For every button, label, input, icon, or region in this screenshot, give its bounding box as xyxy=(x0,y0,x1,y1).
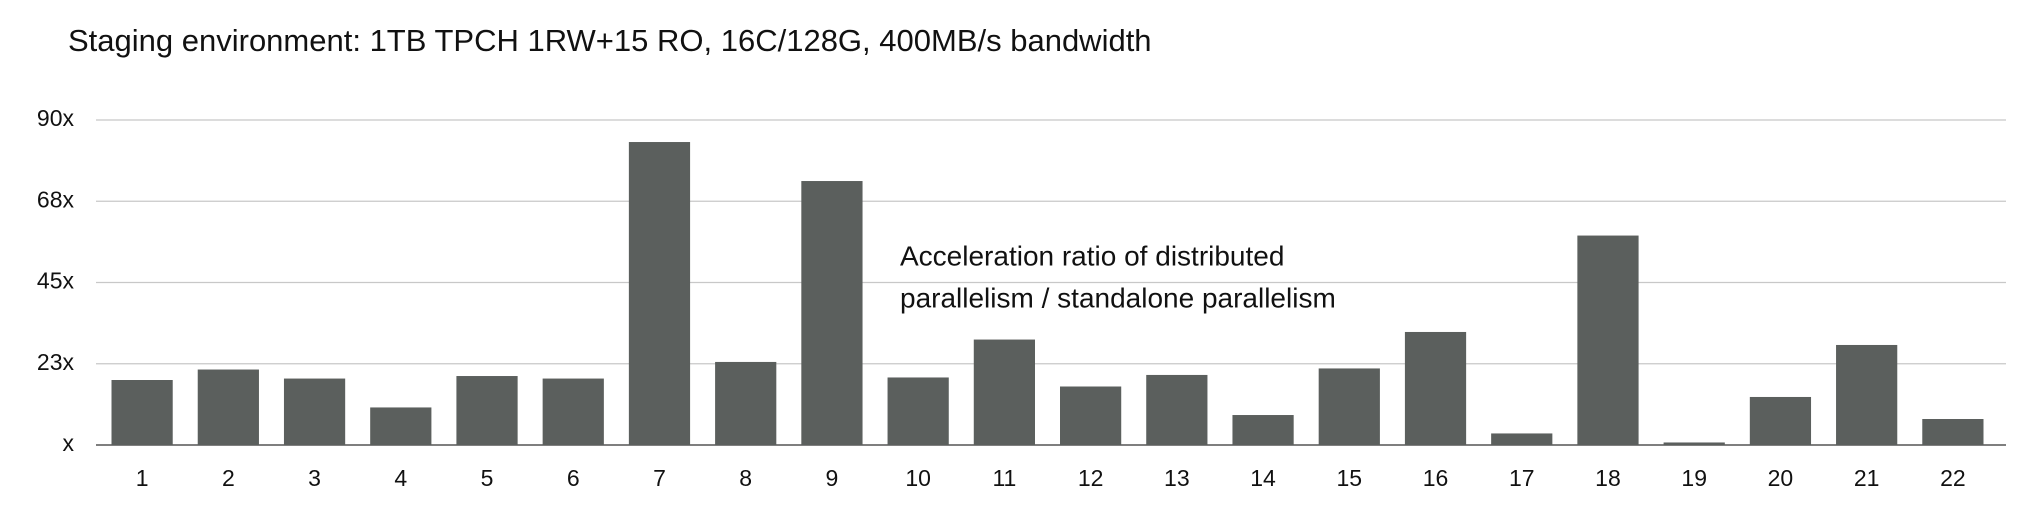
x-tick-label: 2 xyxy=(222,465,235,491)
bar xyxy=(1318,368,1380,445)
annotation: parallelism / standalone parallelism xyxy=(900,282,1336,313)
bar xyxy=(1922,419,1984,445)
chart-title: Staging environment: 1TB TPCH 1RW+15 RO,… xyxy=(68,23,1152,58)
x-tick-label: 14 xyxy=(1250,465,1276,491)
bar xyxy=(887,377,949,445)
x-tick-label: 1 xyxy=(136,465,149,491)
y-tick-label: 68x xyxy=(37,186,75,212)
x-tick-label: 3 xyxy=(308,465,321,491)
bar xyxy=(1663,442,1725,445)
x-tick-label: 10 xyxy=(905,465,931,491)
y-tick-label: 23x xyxy=(37,349,75,375)
bar xyxy=(628,142,691,445)
bar xyxy=(1749,396,1812,445)
bar xyxy=(1577,235,1639,445)
bar xyxy=(1060,386,1122,445)
x-tick-label: 13 xyxy=(1164,465,1190,491)
bar xyxy=(801,181,863,445)
bar xyxy=(283,378,346,445)
x-tick-label: 11 xyxy=(992,465,1016,491)
bar xyxy=(973,339,1035,445)
bar xyxy=(1836,344,1898,445)
bar xyxy=(456,376,518,445)
bar xyxy=(1491,433,1553,445)
x-tick-label: 4 xyxy=(394,465,407,491)
bar xyxy=(111,380,173,445)
x-tick-label: 6 xyxy=(567,465,580,491)
x-tick-label: 18 xyxy=(1595,465,1621,491)
x-tick-label: 12 xyxy=(1078,465,1104,491)
y-tick-label: 90x xyxy=(37,105,75,131)
bar xyxy=(1232,415,1294,445)
bar xyxy=(197,369,259,445)
bar xyxy=(1404,331,1467,445)
bar xyxy=(715,361,777,445)
x-tick-label: 20 xyxy=(1768,465,1794,491)
x-tick-label: 21 xyxy=(1854,465,1880,491)
x-tick-label: 8 xyxy=(739,465,752,491)
x-tick-label: 7 xyxy=(653,465,666,491)
annotation: Acceleration ratio of distributed xyxy=(900,240,1284,271)
x-tick-label: 19 xyxy=(1681,465,1707,491)
y-tick-label: x xyxy=(63,430,75,456)
x-tick-label: 15 xyxy=(1336,465,1362,491)
bar xyxy=(370,407,432,445)
x-tick-label: 22 xyxy=(1940,465,1966,491)
x-tick-label: 16 xyxy=(1423,465,1449,491)
bar xyxy=(1146,374,1208,445)
bar xyxy=(542,378,604,445)
x-tick-label: 5 xyxy=(481,465,494,491)
x-tick-label: 17 xyxy=(1509,465,1535,491)
y-tick-label: 45x xyxy=(37,268,75,294)
x-tick-label: 9 xyxy=(826,465,839,491)
